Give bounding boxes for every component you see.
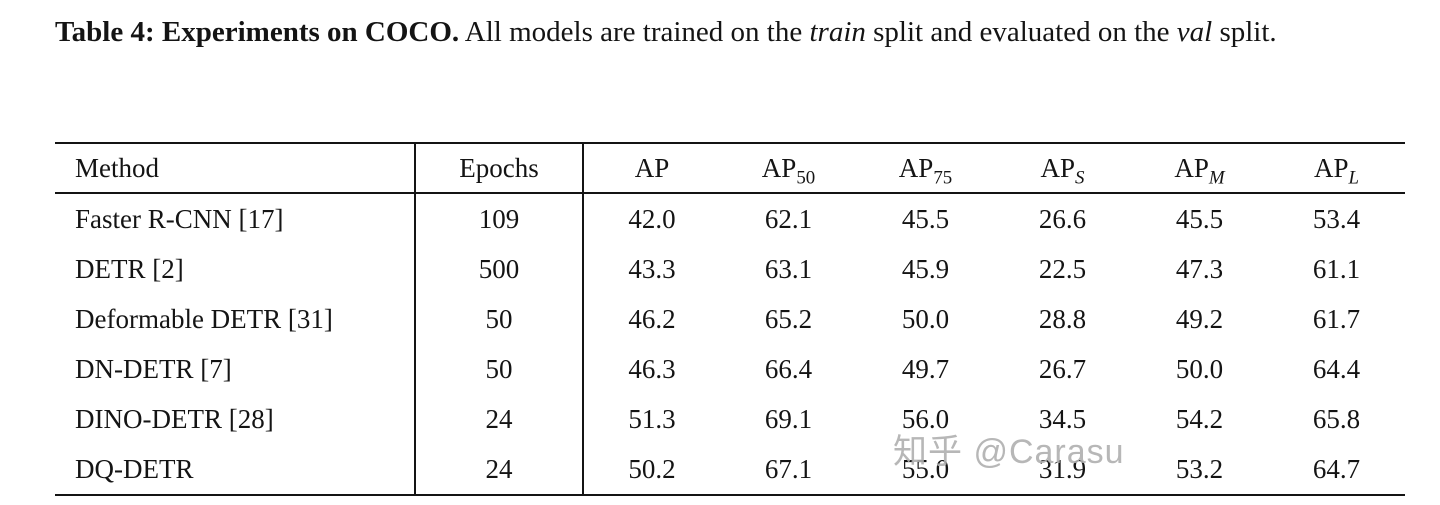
cell-ap: 43.3 xyxy=(628,253,676,284)
cell-epochs: 500 xyxy=(415,244,584,294)
cell-ap: 50.2 xyxy=(628,453,676,484)
cell-apm: 54.2 xyxy=(1175,403,1224,434)
cell-ap50: 65.2 xyxy=(764,303,813,334)
table-row: DINO-DETR [28] 24 51.3 69.1 56.0 34.5 54… xyxy=(55,394,1405,444)
cell-apm: 45.5 xyxy=(1175,203,1224,234)
header-ap: AP xyxy=(583,143,720,194)
cell-ap75: 55.0 xyxy=(901,453,950,484)
cell-aps: 31.9 xyxy=(1038,453,1087,484)
cell-aps: 34.5 xyxy=(1038,403,1087,434)
cell-method: Faster R-CNN [17] xyxy=(55,193,416,244)
caption-italic-train: train xyxy=(809,16,866,48)
cell-ap75: 49.7 xyxy=(901,353,950,384)
cell-ap: 51.3 xyxy=(628,403,676,434)
cell-apl: 65.8 xyxy=(1312,403,1361,434)
cell-ap50: 67.1 xyxy=(764,453,813,484)
header-aps: APS xyxy=(994,143,1131,194)
cell-apl: 53.4 xyxy=(1312,203,1361,234)
cell-ap50: 66.4 xyxy=(764,353,813,384)
cell-epochs: 50 xyxy=(415,294,584,344)
table-row: Faster R-CNN [17] 109 42.0 62.1 45.5 26.… xyxy=(55,193,1405,244)
cell-ap50: 69.1 xyxy=(764,403,813,434)
caption-title: Table 4: Experiments on COCO. xyxy=(55,16,460,48)
caption-text-1: All models are trained on the xyxy=(459,16,810,48)
cell-apl: 61.1 xyxy=(1312,253,1361,284)
table-header-row: Method Epochs AP AP50 AP75 APS APM APL xyxy=(55,143,1405,194)
cell-method: DINO-DETR [28] xyxy=(55,394,416,444)
table-row: DN-DETR [7] 50 46.3 66.4 49.7 26.7 50.0 … xyxy=(55,344,1405,394)
cell-ap: 46.2 xyxy=(628,303,676,334)
cell-ap: 46.3 xyxy=(628,353,676,384)
cell-epochs: 24 xyxy=(415,394,584,444)
cell-apm: 49.2 xyxy=(1175,303,1224,334)
cell-ap75: 50.0 xyxy=(901,303,950,334)
cell-epochs: 50 xyxy=(415,344,584,394)
header-apm: APM xyxy=(1131,143,1268,194)
cell-aps: 26.6 xyxy=(1038,203,1087,234)
cell-apl: 64.7 xyxy=(1312,453,1361,484)
cell-epochs: 24 xyxy=(415,444,584,495)
cell-method: Deformable DETR [31] xyxy=(55,294,416,344)
cell-apl: 61.7 xyxy=(1312,303,1361,334)
cell-aps: 22.5 xyxy=(1038,253,1087,284)
table-caption: Table 4: Experiments on COCO. All models… xyxy=(55,10,1413,55)
header-method: Method xyxy=(55,143,416,194)
header-apl: APL xyxy=(1268,143,1405,194)
cell-apl: 64.4 xyxy=(1312,353,1361,384)
cell-ap50: 63.1 xyxy=(764,253,813,284)
cell-apm: 53.2 xyxy=(1175,453,1224,484)
caption-text-3: split. xyxy=(1212,16,1277,48)
cell-ap75: 56.0 xyxy=(901,403,950,434)
cell-ap75: 45.5 xyxy=(901,203,950,234)
header-ap50: AP50 xyxy=(720,143,857,194)
table-row: DQ-DETR 24 50.2 67.1 55.0 31.9 53.2 64.7 xyxy=(55,444,1405,495)
cell-method: DETR [2] xyxy=(55,244,416,294)
cell-ap: 42.0 xyxy=(628,203,676,234)
cell-method: DQ-DETR xyxy=(55,444,416,495)
header-ap75: AP75 xyxy=(857,143,994,194)
cell-ap50: 62.1 xyxy=(764,203,813,234)
results-table: Method Epochs AP AP50 AP75 APS APM APL F… xyxy=(55,142,1405,496)
caption-text-2: split and evaluated on the xyxy=(865,16,1177,48)
cell-apm: 47.3 xyxy=(1175,253,1224,284)
header-epochs: Epochs xyxy=(415,143,584,194)
cell-method: DN-DETR [7] xyxy=(55,344,416,394)
cell-epochs: 109 xyxy=(415,193,584,244)
table-row: DETR [2] 500 43.3 63.1 45.9 22.5 47.3 61… xyxy=(55,244,1405,294)
cell-apm: 50.0 xyxy=(1175,353,1224,384)
cell-ap75: 45.9 xyxy=(901,253,950,284)
cell-aps: 28.8 xyxy=(1038,303,1087,334)
cell-aps: 26.7 xyxy=(1038,353,1087,384)
table-row: Deformable DETR [31] 50 46.2 65.2 50.0 2… xyxy=(55,294,1405,344)
caption-italic-val: val xyxy=(1176,16,1213,48)
